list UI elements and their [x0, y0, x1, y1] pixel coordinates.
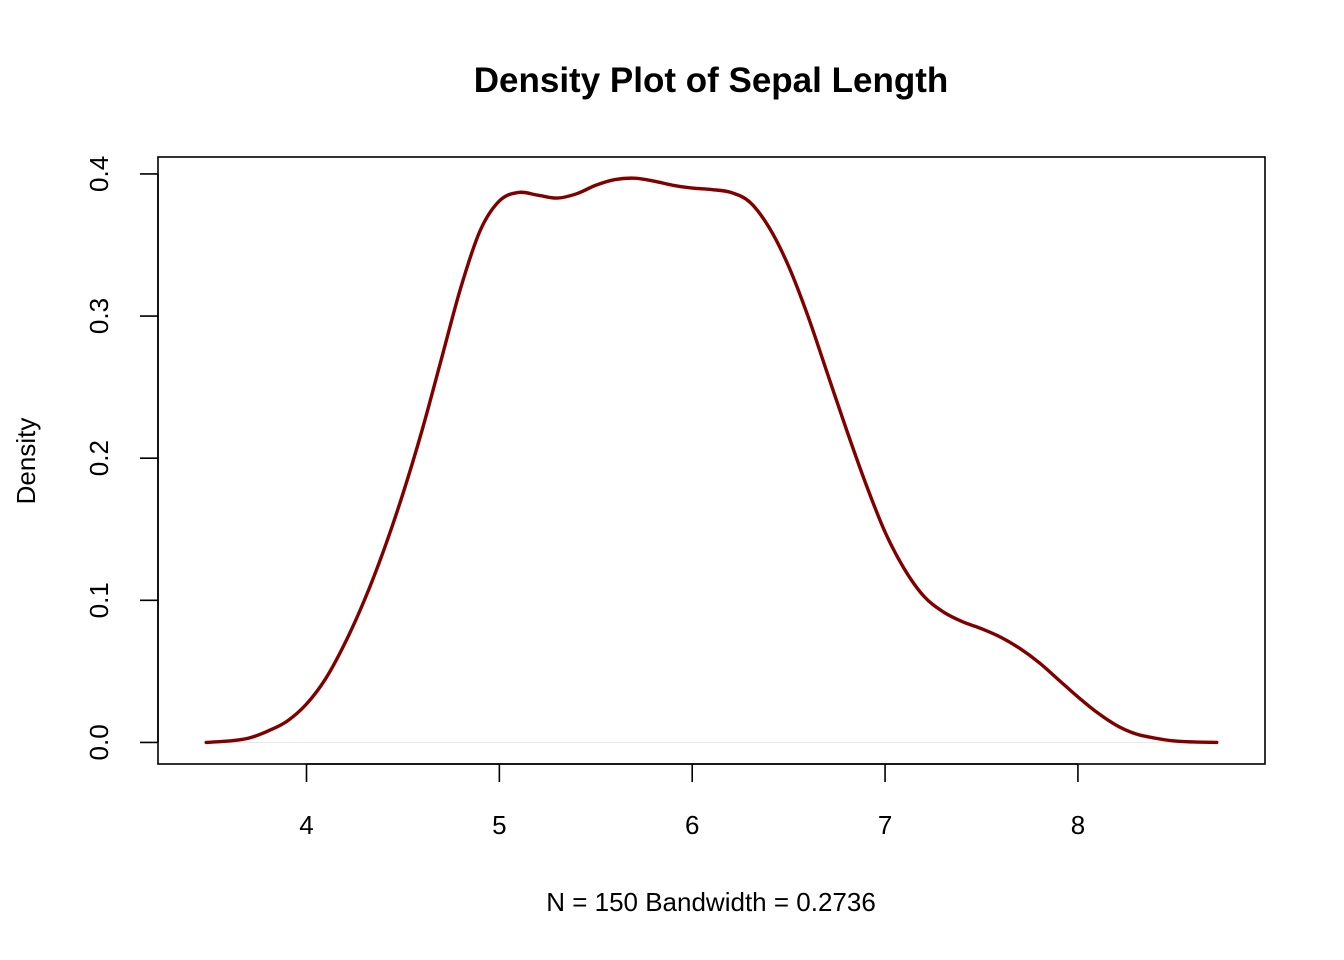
x-axis: 4 5 6 7 8 — [299, 763, 1085, 840]
x-tick-label: 5 — [492, 810, 506, 840]
y-axis: 0.0 0.1 0.2 0.3 0.4 — [84, 156, 159, 760]
x-tick-label: 4 — [299, 810, 313, 840]
y-tick-label: 0.3 — [84, 298, 114, 334]
y-axis-label: Density — [11, 418, 41, 505]
density-curve — [204, 176, 1219, 745]
x-axis-label: N = 150 Bandwidth = 0.2736 — [546, 887, 876, 917]
y-tick-label: 0.2 — [84, 440, 114, 476]
y-tick-label: 0.1 — [84, 582, 114, 618]
x-tick-label: 6 — [685, 810, 699, 840]
chart-title: Density Plot of Sepal Length — [474, 61, 948, 100]
x-tick-label: 8 — [1071, 810, 1085, 840]
y-tick-label: 0.4 — [84, 156, 114, 192]
plot-frame — [157, 156, 1266, 765]
y-tick-label: 0.0 — [84, 724, 114, 760]
x-tick-label: 7 — [878, 810, 892, 840]
